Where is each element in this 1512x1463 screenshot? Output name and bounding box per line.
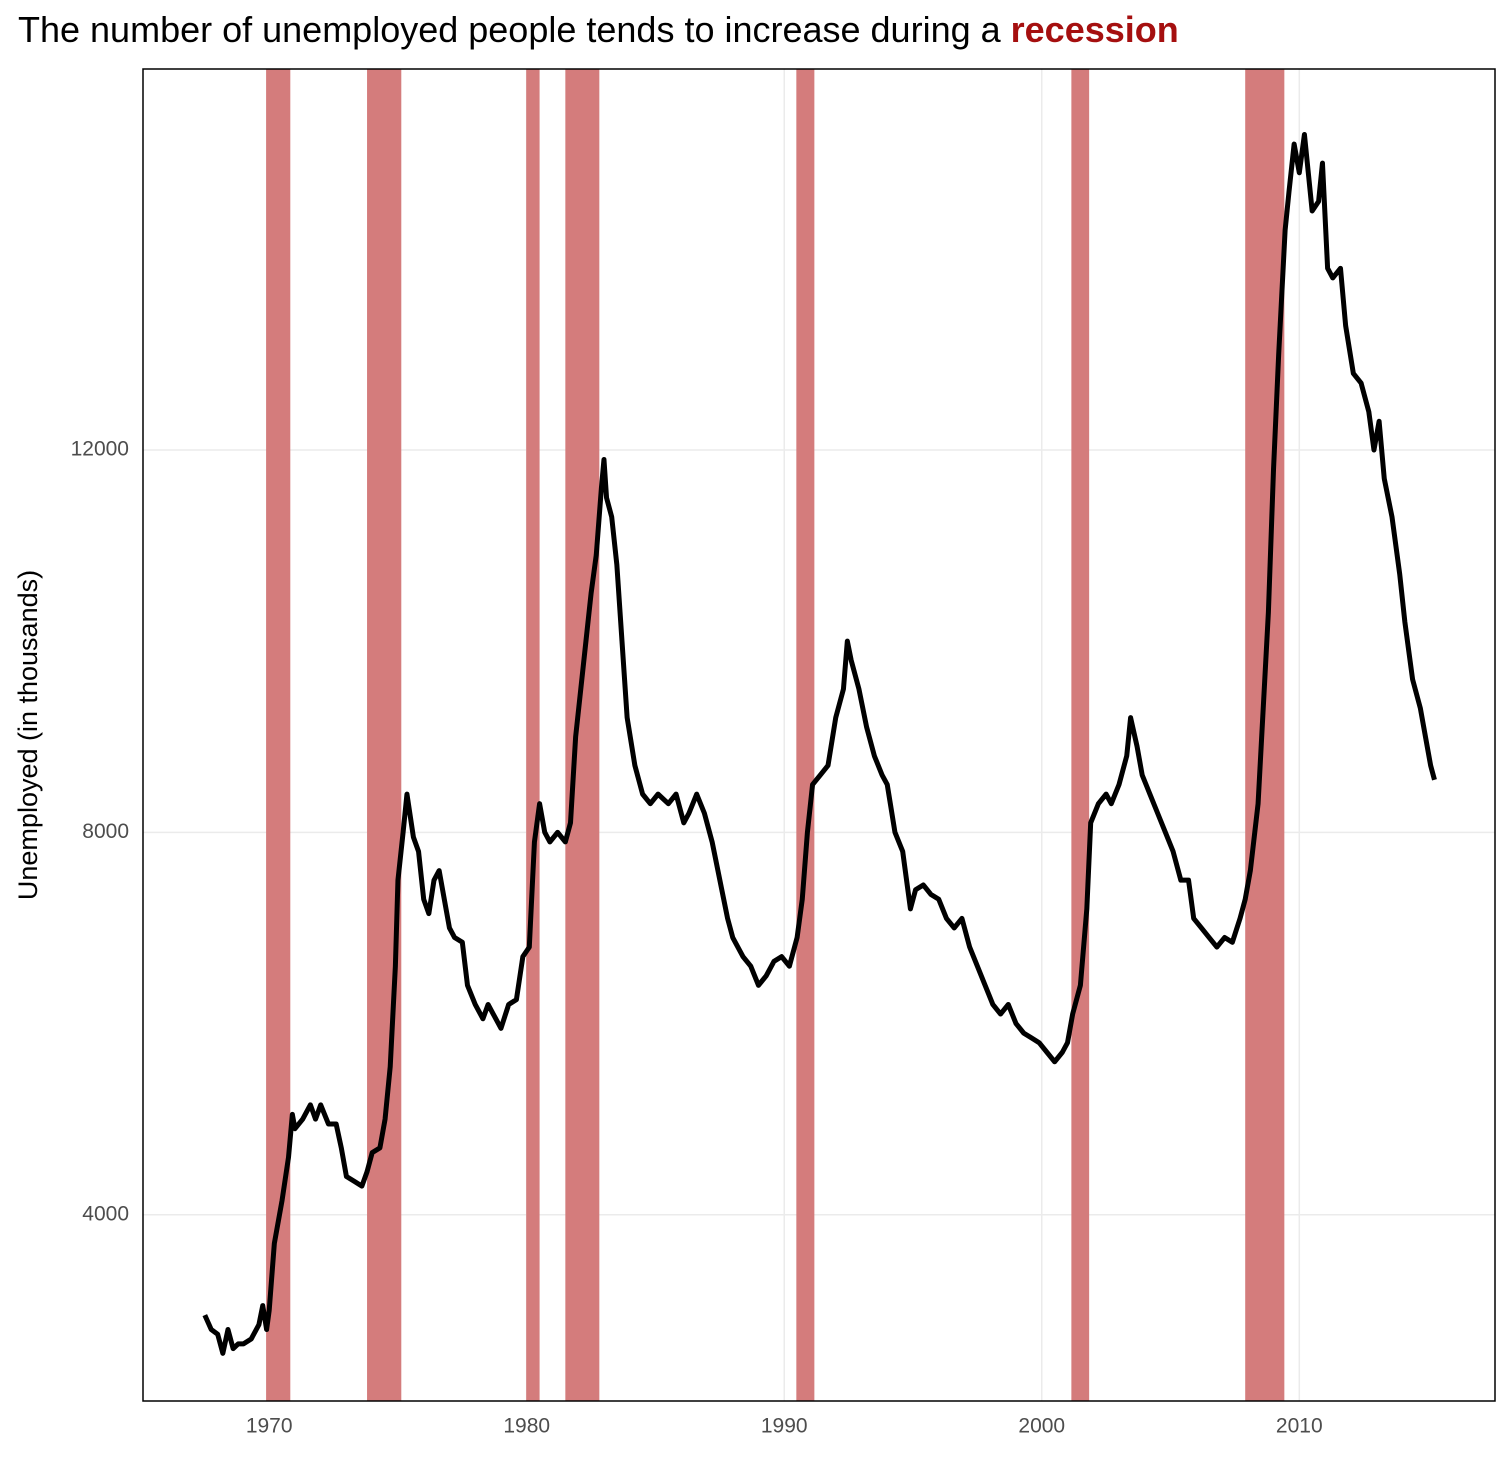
- title-text: The number of unemployed people tends to…: [18, 9, 1002, 50]
- recession-band: [1071, 69, 1090, 1401]
- panel-border: [142, 68, 1496, 1402]
- x-tick-label: 1980: [503, 1415, 550, 1438]
- x-tick-label: 2000: [1018, 1415, 1065, 1438]
- x-tick-label: 2010: [1276, 1415, 1323, 1438]
- recession-band: [565, 69, 600, 1401]
- chart-title: The number of unemployed people tends to…: [18, 9, 1179, 50]
- series-line: [202, 131, 1437, 1356]
- y-tick-label: 8000: [82, 820, 129, 843]
- y-tick-label: 12000: [71, 438, 129, 461]
- lines: [202, 131, 1437, 1356]
- x-tick-label: 1990: [761, 1415, 808, 1438]
- recession-band: [1245, 69, 1285, 1401]
- y-axis-label: Unemployed (in thousands): [13, 570, 43, 900]
- tick-labels: 4000 8000 12000 1970 1980 1990 2000 2010: [71, 438, 1323, 1438]
- recession-band: [796, 69, 815, 1401]
- title-highlight: recession: [1011, 9, 1179, 50]
- x-tick-label: 1970: [246, 1415, 293, 1438]
- recession-band: [367, 69, 402, 1401]
- y-tick-label: 4000: [82, 1202, 129, 1225]
- recession-bands: [266, 69, 1285, 1401]
- recession-band: [526, 69, 540, 1401]
- recession-band: [266, 69, 291, 1401]
